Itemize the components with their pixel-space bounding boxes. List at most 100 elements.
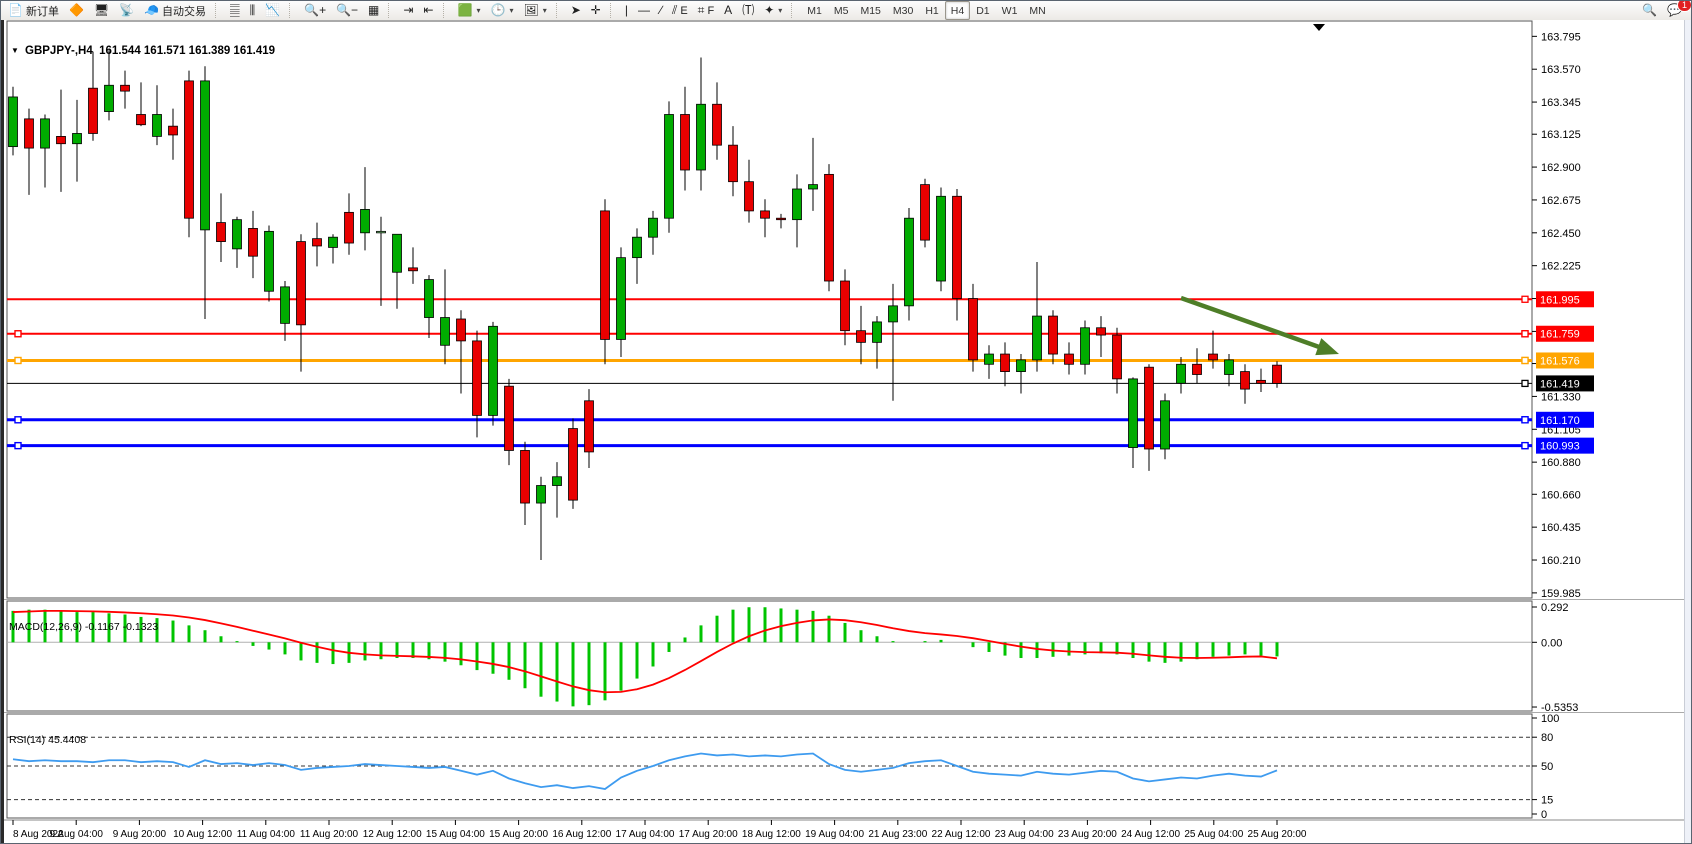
main-pane[interactable] xyxy=(6,20,1533,599)
search-button[interactable]: 🔍 xyxy=(1637,1,1662,20)
candle-body xyxy=(744,181,754,212)
hline-handle[interactable] xyxy=(14,416,22,424)
hline-handle[interactable] xyxy=(14,441,22,450)
tile-windows-icon: ▦ xyxy=(368,3,380,17)
autotrading-button[interactable]: 🧢 自动交易 xyxy=(139,1,211,20)
candlestick-icon: ⫼ xyxy=(249,3,256,17)
auto-scroll-button[interactable]: ⇥ xyxy=(398,1,418,20)
hline-icon: — xyxy=(637,3,650,17)
indicators-button[interactable]: 🟩 ▾ xyxy=(453,1,486,20)
chart-shift-button[interactable]: ⇤ xyxy=(418,1,438,20)
hline-handle[interactable] xyxy=(14,356,22,365)
timeframe-toolbar: M1 M5 M15 M30 H1 H4 D1 W1 MN xyxy=(799,1,1053,20)
candlestick-button[interactable]: ⫼ xyxy=(245,1,261,20)
zoom-out-button[interactable]: 🔍− xyxy=(331,1,363,20)
timeframe-m15-button[interactable]: M15 xyxy=(860,4,881,17)
toolbar-separator xyxy=(555,3,562,18)
trendline-button[interactable]: ∕ xyxy=(655,1,667,20)
crosshair-button[interactable]: ✛ xyxy=(586,1,606,20)
price-badge-label: 161.419 xyxy=(1540,378,1580,390)
date-axis-label: 23 Aug 20:00 xyxy=(1058,829,1117,840)
chart-canvas[interactable]: 163.795 163.570 163.345 163.125 162.900 162.6… xyxy=(1,20,1685,844)
zoom-in-icon: 🔍+ xyxy=(304,3,327,17)
date-axis-label: 17 Aug 20:00 xyxy=(679,829,738,840)
data-window-button[interactable]: 🖥 xyxy=(89,1,114,20)
dropdown-caret-icon[interactable]: ▾ xyxy=(778,6,783,15)
timeframe-h1-button[interactable]: H1 xyxy=(925,4,939,17)
navigator-button[interactable]: 📡 xyxy=(114,1,139,20)
label-button[interactable]: 🄣 xyxy=(737,1,759,20)
timeframe-h4-button[interactable]: H4 xyxy=(944,1,971,20)
periods-button[interactable]: 🕒 ▾ xyxy=(485,1,518,20)
rsi-axis-label: 0 xyxy=(1541,809,1547,821)
bar-chart-button[interactable]: 𝄛 xyxy=(225,1,245,20)
timeframe-mn-button[interactable]: MN xyxy=(1029,4,1046,17)
candle-body xyxy=(984,353,994,365)
hline-button[interactable]: — xyxy=(633,1,655,20)
zoom-in-button[interactable]: 🔍+ xyxy=(299,1,331,20)
search-icon: 🔍 xyxy=(1642,3,1658,17)
dropdown-caret-icon[interactable]: ▾ xyxy=(509,6,514,15)
tile-windows-button[interactable]: ▦ xyxy=(363,1,384,20)
price-axis-label: 162.225 xyxy=(1541,261,1581,273)
date-axis-label: 9 Aug 20:00 xyxy=(113,829,167,840)
market-watch-button[interactable]: 🔶 xyxy=(64,1,89,20)
date-axis-label: 21 Aug 23:00 xyxy=(868,829,927,840)
price-badge xyxy=(1536,411,1594,428)
time-marker-icon[interactable] xyxy=(1313,24,1325,31)
text-button[interactable]: A xyxy=(719,1,737,20)
toolbar-group-1: 𝄛 ⫼ 📉 xyxy=(223,1,287,20)
rsi-axis-label: 80 xyxy=(1541,732,1553,744)
right-scroll-strip[interactable] xyxy=(1684,20,1691,843)
notification-badge: 1 xyxy=(1676,1,1691,12)
new-order-button[interactable]: 📄 新订单 xyxy=(3,1,64,20)
trend-arrow-line[interactable] xyxy=(1180,295,1327,352)
cursor-button[interactable]: ➤ xyxy=(566,1,586,20)
arrows-button[interactable]: ✦ ▾ xyxy=(759,1,787,20)
date-axis-label: 18 Aug 12:00 xyxy=(742,829,801,840)
trend-arrow-head[interactable] xyxy=(1315,338,1339,356)
timeframe-m30-button[interactable]: M30 xyxy=(892,4,914,17)
macd-pane[interactable] xyxy=(6,600,1533,712)
price-badge xyxy=(1536,437,1594,454)
candle-body xyxy=(1160,400,1170,450)
candle-body xyxy=(1096,327,1106,336)
timeframe-d1-button[interactable]: D1 xyxy=(976,4,990,17)
candle-body xyxy=(376,230,386,234)
vline-icon: | xyxy=(624,3,628,17)
vline-button[interactable]: | xyxy=(620,1,633,20)
price-badge xyxy=(1536,291,1594,308)
date-axis-label: 19 Aug 04:00 xyxy=(805,829,864,840)
candle-body xyxy=(1064,353,1074,365)
timeframe-m5-button[interactable]: M5 xyxy=(833,4,849,17)
date-axis-label: 11 Aug 20:00 xyxy=(300,829,359,840)
price-badge xyxy=(1536,325,1594,342)
candle-body xyxy=(1208,353,1218,361)
price-axis-label: 163.345 xyxy=(1541,97,1581,109)
notifications-button[interactable]: 💬 1 xyxy=(1662,1,1691,20)
data-window-icon: 🖥 xyxy=(93,3,110,17)
market-watch-icon: 🔶 xyxy=(68,3,84,17)
hline-handle[interactable] xyxy=(14,330,22,338)
channel-button[interactable]: ⫽ E xyxy=(667,1,693,20)
fibonacci-button[interactable]: ⌗ F xyxy=(693,1,720,20)
line-chart-button[interactable]: 📉 xyxy=(260,1,285,20)
dropdown-caret-icon[interactable]: ▾ xyxy=(542,6,547,15)
badge-handle xyxy=(1521,416,1529,424)
dropdown-caret-icon[interactable]: ▾ xyxy=(476,6,481,15)
candle-body xyxy=(408,267,418,272)
candle-body xyxy=(40,118,50,149)
templates-button[interactable]: 🖼 ▾ xyxy=(518,1,551,20)
timeframe-w1-button[interactable]: W1 xyxy=(1001,4,1018,17)
toolbar-group-0: 📄 新订单 🔶 🖥 📡 🧢 自动交易 xyxy=(1,1,213,20)
price-badge-label: 161.170 xyxy=(1540,415,1580,427)
candle-body xyxy=(968,298,978,361)
candle-body xyxy=(8,96,18,148)
candle-body xyxy=(1176,363,1186,384)
candle-body xyxy=(536,485,546,504)
candle-body xyxy=(696,103,706,171)
candle-body xyxy=(840,280,850,332)
candle-body xyxy=(24,118,34,149)
timeframe-m1-button[interactable]: M1 xyxy=(807,4,822,17)
candle-body xyxy=(360,209,370,234)
